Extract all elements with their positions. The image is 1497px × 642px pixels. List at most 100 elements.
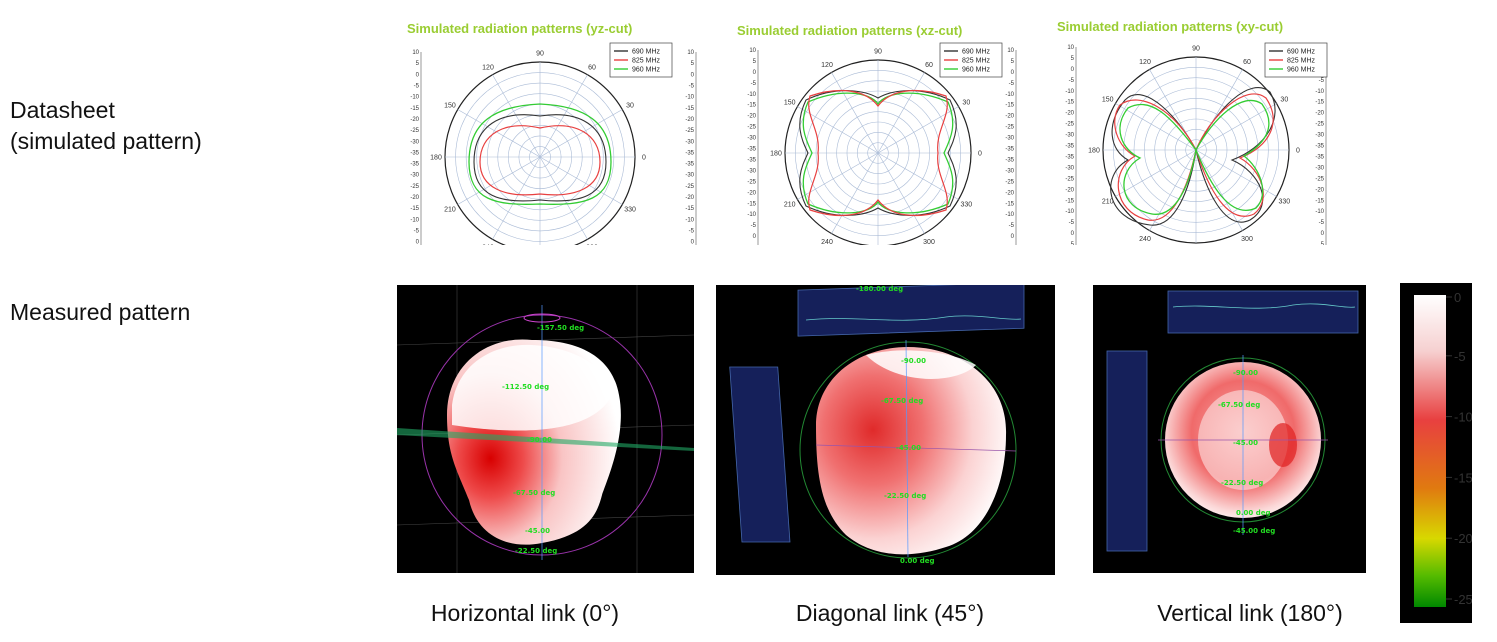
polar-title: Simulated radiation patterns (xz-cut) <box>737 23 962 38</box>
polar-angle-label: 210 <box>444 207 456 214</box>
measured-label: -90.00 <box>527 436 552 444</box>
polar-tick-label: -20 <box>685 117 694 123</box>
polar-tick-label: 5 <box>1071 56 1075 62</box>
measured-label: -22.50 deg <box>1221 479 1263 487</box>
polar-tick-label: -30 <box>747 168 756 174</box>
measured-label: -45.00 <box>525 527 550 535</box>
polar-tick-label: -10 <box>410 217 419 223</box>
polar-angle-label: 300 <box>923 239 935 245</box>
measured-label: -45.00 <box>1233 439 1258 447</box>
polar-tick-label: -25 <box>410 128 419 134</box>
measured-label: -45.00 deg <box>1233 527 1275 535</box>
polar-angle-label: 120 <box>482 64 494 71</box>
polar-tick-label: -20 <box>1005 190 1014 196</box>
polar-tick-label: -25 <box>1005 125 1014 131</box>
polar-tick-label: -25 <box>747 125 756 131</box>
row-label-datasheet: Datasheet (simulated pattern) <box>10 97 202 154</box>
polar-tick-label: -25 <box>1005 179 1014 185</box>
polar-spoke <box>539 156 623 205</box>
polar-angle-label: 0 <box>642 155 646 162</box>
polar-tick-label: -25 <box>685 184 694 190</box>
polar-tick-label: -5 <box>1319 220 1325 226</box>
polar-tick-label: -5 <box>1009 81 1015 87</box>
legend-label: 825 MHz <box>632 58 661 65</box>
measured-label: -67.50 deg <box>881 397 923 405</box>
measured-label: 0.00 deg <box>1236 509 1270 517</box>
polar-tick-label: -25 <box>410 184 419 190</box>
polar-tick-label: -30 <box>685 173 694 179</box>
polar-spoke <box>539 156 588 240</box>
measured-label: -180.00 deg <box>856 285 903 293</box>
polar-tick-label: -20 <box>1315 111 1324 117</box>
polar-tick-label: 0 <box>691 240 695 245</box>
polar-spoke <box>831 152 879 234</box>
polar-angle-label: 60 <box>588 64 596 71</box>
polar-tick-label: -5 <box>414 229 420 235</box>
polar-tick-label: 10 <box>1067 45 1074 51</box>
caption-horizontal: Horizontal link (0°) <box>430 600 620 626</box>
polar-tick-label: -35 <box>1315 154 1324 160</box>
polar-angle-label: 330 <box>1278 199 1290 206</box>
series-690-curve <box>799 90 957 216</box>
polar-tick-label: 5 <box>1011 59 1015 65</box>
polar-tick-label: -10 <box>685 217 694 223</box>
polar-tick-label: 10 <box>1007 48 1014 54</box>
legend-label: 825 MHz <box>1287 58 1316 65</box>
polar-tick-label: 10 <box>749 48 756 54</box>
polar-tick-label: -20 <box>1005 114 1014 120</box>
polar-angle-label: 90 <box>874 49 882 56</box>
polar-tick-label: -35 <box>1065 154 1074 160</box>
polar-angle-label: 30 <box>962 100 970 107</box>
polar-angle-label: 300 <box>1241 236 1253 243</box>
polar-tick-label: -10 <box>1065 209 1074 215</box>
polar-tick-label: -30 <box>410 139 419 145</box>
colorbar-tick-label: 0 <box>1454 290 1461 305</box>
polar-tick-label: -30 <box>1065 165 1074 171</box>
polar-tick-label: -25 <box>1315 176 1324 182</box>
polar-plot-xz: Simulated radiation patterns (xz-cut) 10… <box>737 23 1017 245</box>
polar-angle-label: 120 <box>821 62 833 69</box>
row-label-measured: Measured pattern <box>10 299 191 325</box>
polar-tick-label: -30 <box>1315 133 1324 139</box>
polar-plot-xy: Simulated radiation patterns (xy-cut) 10… <box>1057 19 1328 245</box>
polar-tick-label: -15 <box>1315 198 1324 204</box>
polar-angle-label: 120 <box>1139 59 1151 66</box>
polar-tick-label: -15 <box>747 103 756 109</box>
series-960-curve <box>802 92 954 214</box>
polar-angle-label: 30 <box>1280 97 1288 104</box>
polar-tick-label: -5 <box>1069 78 1075 84</box>
polar-tick-label: -5 <box>751 223 757 229</box>
polar-plot-yz: Simulated radiation patterns (yz-cut) 10… <box>407 21 697 245</box>
polar-tick-label: -30 <box>1005 168 1014 174</box>
measured-label: -22.50 deg <box>515 547 557 555</box>
polar-tick-label: -10 <box>410 95 419 101</box>
polar-tick-label: -10 <box>747 92 756 98</box>
polar-tick-label: 0 <box>1071 67 1075 73</box>
polar-angle-label: 150 <box>784 100 796 107</box>
measured-label: -157.50 deg <box>537 324 584 332</box>
measured-label: -67.50 deg <box>1218 401 1260 409</box>
polar-spoke <box>539 109 623 158</box>
polar-tick-label: -15 <box>410 206 419 212</box>
polar-tick-label: -20 <box>410 195 419 201</box>
polar-tick-label: -15 <box>1065 100 1074 106</box>
polar-angle-label: 330 <box>960 202 972 209</box>
colorbar-tick-label: -20 <box>1454 531 1472 546</box>
polar-angle-label: 240 <box>821 239 833 245</box>
polar-tick-label: 0 <box>416 240 420 245</box>
polar-tick-label: 0 <box>753 70 757 76</box>
polar-tick-label: -30 <box>685 139 694 145</box>
polar-spoke <box>797 106 879 154</box>
legend-label: 960 MHz <box>962 67 991 74</box>
polar-spoke <box>797 152 879 200</box>
measured-pattern-vertical: -90.00 -67.50 deg -45.00 -22.50 deg 0.00… <box>1093 285 1366 573</box>
polar-tick-label: 10 <box>412 50 419 56</box>
polar-tick-label: -15 <box>410 106 419 112</box>
polar-angle-label: 60 <box>1243 59 1251 66</box>
polar-tick-label: -10 <box>685 95 694 101</box>
polar-tick-label: -15 <box>1065 198 1074 204</box>
polar-spoke <box>877 72 925 154</box>
polar-title: Simulated radiation patterns (yz-cut) <box>407 21 632 36</box>
polar-spoke <box>831 72 879 154</box>
measured-label: -67.50 deg <box>513 489 555 497</box>
